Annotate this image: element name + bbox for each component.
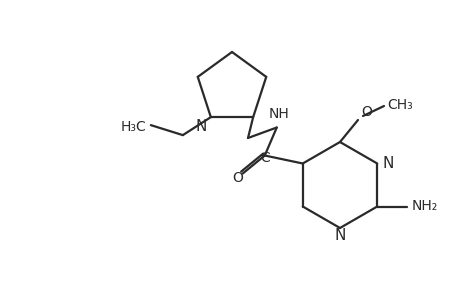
- Text: H₃C: H₃C: [121, 120, 146, 134]
- Text: N: N: [334, 229, 345, 244]
- Text: O: O: [232, 172, 243, 185]
- Text: CH₃: CH₃: [386, 98, 412, 112]
- Text: C: C: [259, 151, 269, 164]
- Text: NH: NH: [268, 107, 289, 122]
- Text: NH₂: NH₂: [410, 200, 437, 214]
- Text: O: O: [360, 105, 371, 119]
- Text: N: N: [381, 156, 393, 171]
- Text: N: N: [195, 119, 207, 134]
